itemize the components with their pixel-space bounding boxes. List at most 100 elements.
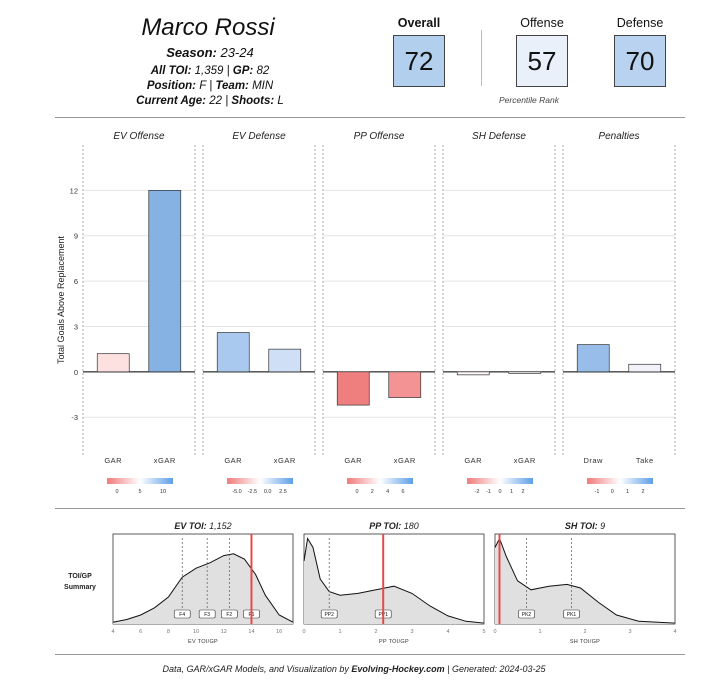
y-tick-label: 0 [74, 368, 78, 377]
bar-gar [336, 371, 370, 406]
gar-bar-chart: Total Goals Above Replacement-3036912EV … [56, 131, 676, 495]
density-line [112, 553, 294, 623]
gp-value: 82 [256, 65, 270, 77]
x-tick-label: 4 [446, 629, 449, 635]
x-tick-label: 8 [167, 629, 170, 635]
bar-xgar [388, 371, 422, 398]
age-label: Current Age: [136, 95, 207, 107]
marker-box [320, 609, 338, 619]
shoots-value: L [277, 95, 284, 107]
bar-gar [216, 332, 250, 373]
scale-bar [227, 478, 293, 484]
toi-title-label: SH TOI: [565, 521, 600, 531]
x-tick-label: 4 [673, 629, 676, 635]
toi-panel-2: PP TOI: 180PP2PP1012345PP TOI/GP [302, 521, 485, 645]
y-tick-label: 6 [74, 277, 78, 286]
y-tick-label: 3 [74, 322, 78, 331]
footer-prefix: Data, GAR/xGAR Models, and Visualization… [162, 664, 349, 674]
marker-box [173, 609, 191, 619]
x-tick-label: 16 [276, 629, 282, 635]
toi-label: All TOI: [150, 65, 192, 77]
bar-xgar [148, 190, 182, 373]
bar-xgar [508, 371, 542, 374]
overall-percentile: 72 [393, 35, 445, 87]
team-value: MIN [252, 80, 274, 92]
scale-tick-label: -1 [486, 489, 491, 495]
marker-box [221, 609, 238, 619]
density-area [113, 553, 293, 624]
scale-bar [107, 478, 173, 484]
toi-panel-title: SH TOI: 9 [565, 521, 605, 531]
density-area [495, 538, 675, 624]
scale-tick-label: 5 [138, 489, 141, 495]
bar-take [628, 363, 662, 373]
y-tick-label: 9 [74, 232, 78, 241]
marker-label: PK1 [567, 612, 577, 618]
age-value: 22 [209, 95, 223, 107]
scale-tick-label: 2 [641, 489, 644, 495]
toi-line: All TOI: 1,359 | GP: 82 [150, 65, 270, 77]
toi-title-value: 1,152 [209, 521, 232, 531]
toi-xlabel: PP TOI/GP [379, 639, 409, 645]
panel-pp-offense: PP Offense GAR xGAR 0 2 4 6 [322, 131, 436, 495]
scale-tick-label: 2 [371, 489, 374, 495]
y-tick-label: 12 [70, 186, 78, 195]
x-tick-label: 3 [410, 629, 413, 635]
scale-tick-label: -2 [475, 489, 480, 495]
header-divider [55, 117, 685, 118]
chart-divider [55, 508, 685, 509]
toi-value: 1,359 [194, 65, 224, 77]
scale-tick-label: 0 [498, 489, 501, 495]
bar-xgar [268, 348, 302, 373]
defense-percentile: 70 [614, 35, 666, 87]
toi-panel-title: PP TOI: 180 [369, 521, 419, 531]
scale-tick-label: 2 [521, 489, 524, 495]
bar-draw [576, 344, 610, 373]
marker-box [518, 609, 535, 619]
footer-brand: Evolving-Hockey.com [351, 664, 445, 674]
category-label: GAR [224, 456, 242, 465]
x-tick-label: 0 [302, 629, 305, 635]
category-label: GAR [464, 456, 482, 465]
toi-xlabel: SH TOI/GP [570, 639, 600, 645]
toi-title-label: EV TOI: [174, 521, 209, 531]
scale-tick-label: 1 [626, 489, 629, 495]
x-tick-label: 0 [493, 629, 496, 635]
toi-xlabel: EV TOI/GP [188, 639, 218, 645]
x-tick-label: 14 [248, 629, 254, 635]
age-line: Current Age: 22 | Shoots: L [136, 95, 284, 107]
category-label: xGAR [394, 456, 416, 465]
toi-title-value: 180 [404, 521, 419, 531]
panel-ev-defense: EV Defense GAR xGAR -5.0 -2.5 0.0 2.5 [202, 131, 316, 495]
position-label: Position: [146, 80, 197, 92]
x-tick-label: 6 [139, 629, 142, 635]
scale-tick-label: 0 [115, 489, 118, 495]
toi-panel-title: EV TOI: 1,152 [174, 521, 231, 531]
scale-tick-label: 0.0 [264, 489, 272, 495]
marker-label: PP2 [324, 612, 334, 618]
toi-title-value: 9 [600, 521, 605, 531]
x-tick-label: 1 [538, 629, 541, 635]
x-tick-label: 2 [583, 629, 586, 635]
season-label: Season: [166, 45, 217, 60]
scale-tick-label: 10 [160, 489, 166, 495]
toi-panel-1: EV TOI: 1,152F4F3F2F146810121416EV TOI/G… [111, 521, 294, 645]
scale-tick-label: 2.5 [279, 489, 287, 495]
scale-bar [587, 478, 653, 484]
toi-ylabel-2: Summary [64, 584, 96, 591]
overall-label: Overall [397, 16, 441, 30]
offense-percentile: 57 [516, 35, 568, 87]
toi-ylabel: TOI/GP [68, 573, 92, 580]
scale-bar [467, 478, 533, 484]
category-label: xGAR [274, 456, 296, 465]
category-label: GAR [344, 456, 362, 465]
bar-gar [96, 353, 130, 373]
density-line [303, 537, 485, 624]
scale-tick-label: 0 [355, 489, 358, 495]
panel-title: EV Offense [113, 131, 165, 142]
toi-panel-3: SH TOI: 9 PK2 PK1 0 1 2 3 4 SH TOI/GP [493, 521, 676, 645]
bar-gar [456, 371, 490, 376]
scale-tick-label: 6 [401, 489, 404, 495]
category-label: Take [636, 456, 654, 465]
